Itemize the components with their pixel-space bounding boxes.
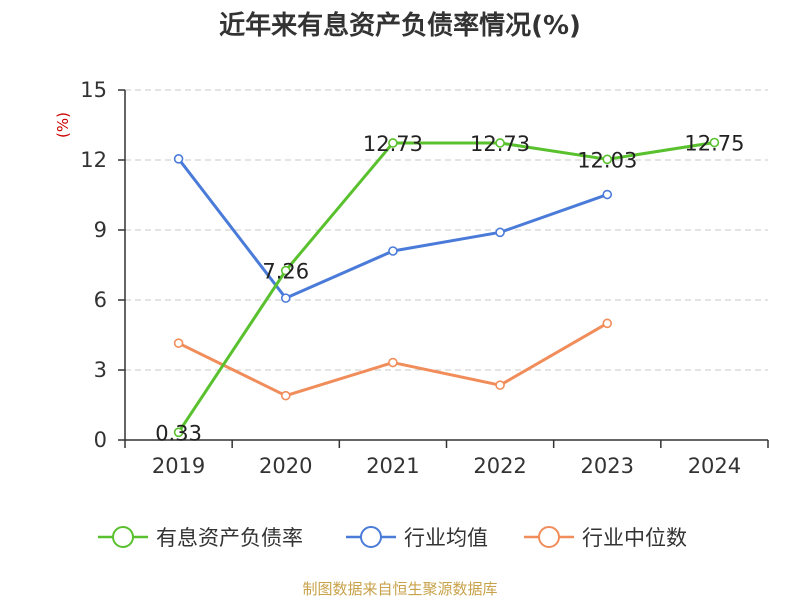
series-2-point-2020 xyxy=(280,390,291,401)
series-2-point-2023 xyxy=(602,318,613,329)
data-label-2023: 12.03 xyxy=(577,148,637,172)
legend-label: 有息资产负债率 xyxy=(156,526,303,550)
series-layer xyxy=(173,137,720,438)
y-tick-label: 3 xyxy=(94,358,107,382)
series-0-point-2020 xyxy=(280,265,291,276)
data-label-2021: 12.73 xyxy=(363,132,423,156)
legend-item-1[interactable]: 行业均值 xyxy=(346,526,488,550)
axes: 0 3 6 9 12 15 2019 2020 2021 2022 2023 2024 xyxy=(80,78,769,478)
series-0-point-2022 xyxy=(495,138,505,148)
x-tick-label-2020: 2020 xyxy=(259,454,312,478)
series-1-point-2019 xyxy=(173,154,184,164)
y-tick-label: 15 xyxy=(80,78,107,102)
legend-marker xyxy=(112,526,134,548)
data-label-2022: 12.73 xyxy=(470,132,530,156)
series-0-point-2023 xyxy=(602,154,613,165)
legend[interactable]: 有息资产负债率 行业均值 行业中位数 xyxy=(98,526,687,550)
y-tick-label: 0 xyxy=(94,428,107,452)
series-2-point-2019 xyxy=(173,338,184,348)
grid xyxy=(125,89,768,371)
series-0-point-2024 xyxy=(709,137,720,148)
legend-label: 行业均值 xyxy=(404,526,488,550)
y-tick-label: 9 xyxy=(94,218,107,242)
series-0-point-2019 xyxy=(173,427,184,438)
chart-title: 近年来有息资产负债率情况(%) xyxy=(219,10,581,41)
x-tick-label-2023: 2023 xyxy=(581,454,634,478)
x-tick-label-2024: 2024 xyxy=(688,454,741,478)
data-label-2020: 7.26 xyxy=(262,260,309,284)
series-0-point-2021 xyxy=(388,138,398,148)
series-1-point-2023 xyxy=(602,189,613,200)
series-2-point-2022 xyxy=(495,380,505,390)
y-axis-label: (%) xyxy=(54,112,72,138)
source-note: 制图数据来自恒生聚源数据库 xyxy=(302,580,497,598)
y-tick-label: 12 xyxy=(80,148,107,172)
x-tick-label-2022: 2022 xyxy=(473,454,526,478)
series-1-point-2021 xyxy=(388,246,398,256)
x-tick-label-2019: 2019 xyxy=(152,454,205,478)
data-labels: 0.33 7.26 12.73 12.73 12.03 12.75 xyxy=(155,132,744,446)
series-line-0 xyxy=(177,141,715,434)
legend-label: 行业中位数 xyxy=(582,526,687,550)
x-tick-label-2021: 2021 xyxy=(366,454,419,478)
legend-marker xyxy=(538,526,560,548)
data-label-2024: 12.75 xyxy=(684,132,744,156)
series-line-1 xyxy=(177,157,608,300)
series-1-point-2022 xyxy=(495,227,505,238)
legend-item-0[interactable]: 有息资产负债率 xyxy=(98,526,303,550)
legend-marker xyxy=(360,526,382,548)
series-1-point-2020 xyxy=(280,293,291,303)
series-2-point-2021 xyxy=(388,357,398,368)
data-label-2019: 0.33 xyxy=(155,421,202,445)
legend-item-2[interactable]: 行业中位数 xyxy=(524,526,687,550)
y-tick-label: 6 xyxy=(94,288,107,312)
